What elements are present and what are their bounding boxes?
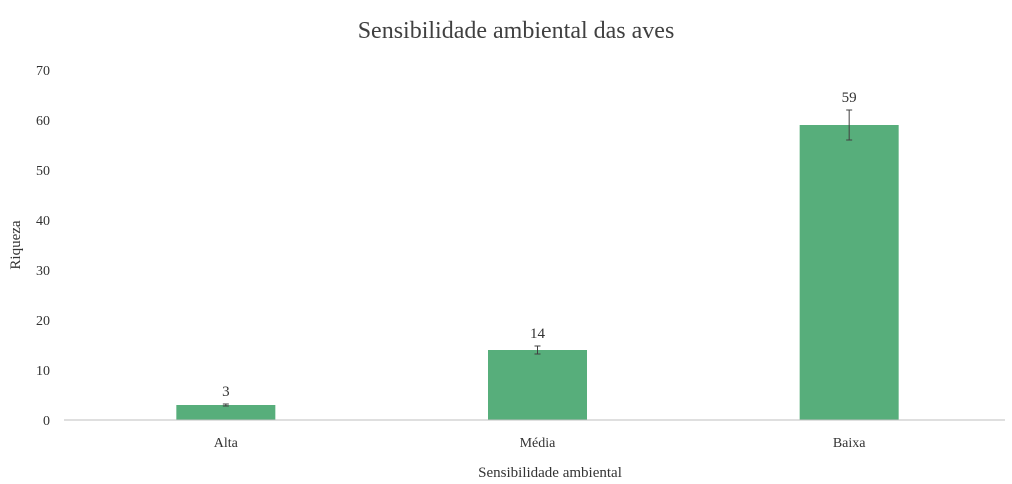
y-tick-label: 0 [43,414,50,429]
y-axis-label: Riqueza [8,220,24,269]
bar-2 [799,125,899,420]
error-bar [846,109,853,141]
bar-1 [488,350,587,420]
bar-0 [176,405,276,420]
error-bars [222,109,853,407]
y-tick-label: 70 [36,64,50,79]
y-axis: 0 10 20 30 40 50 60 70 [36,64,50,429]
chart-title: Sensibilidade ambiental das aves [358,18,675,44]
x-tick-label: Alta [214,436,239,451]
y-tick-label: 30 [36,264,50,279]
x-axis-label: Sensibilidade ambiental [478,465,622,481]
y-tick-label: 60 [36,114,50,129]
bars [176,125,899,420]
data-labels: 3 14 59 [222,90,857,400]
y-tick-label: 20 [36,314,50,329]
data-label: 14 [530,326,546,342]
x-tick-label: Baixa [833,436,866,451]
y-tick-label: 10 [36,364,50,379]
data-label: 3 [222,384,230,400]
x-tick-label: Média [520,436,557,451]
y-tick-label: 40 [36,214,50,229]
error-bar [534,345,541,355]
error-bar [222,403,229,407]
y-tick-label: 50 [36,164,50,179]
data-label: 59 [842,90,857,106]
x-axis: Alta Média Baixa [214,436,867,451]
